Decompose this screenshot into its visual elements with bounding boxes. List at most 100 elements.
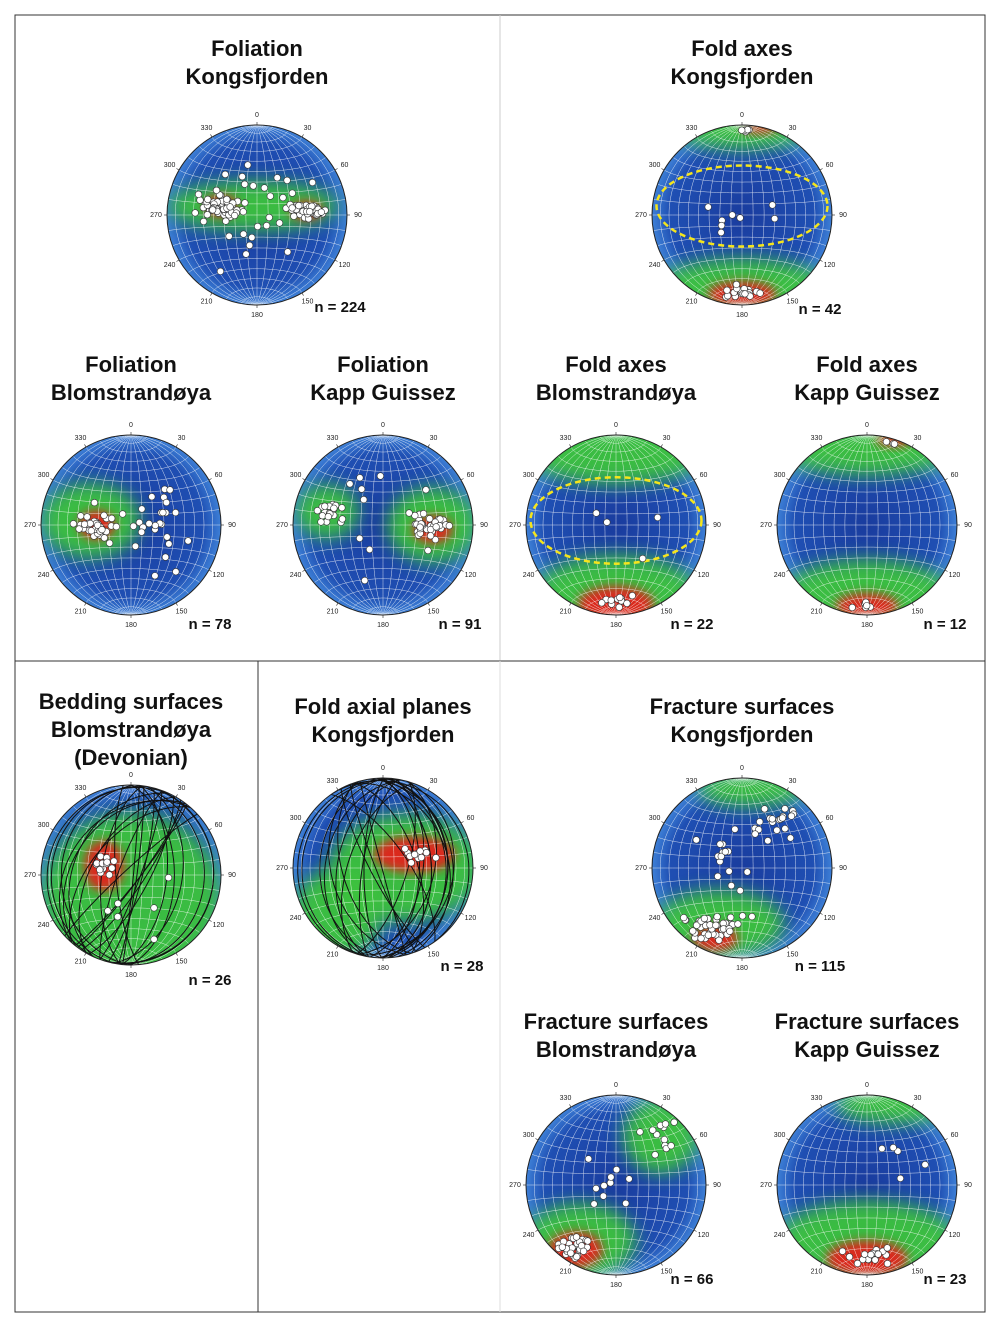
plane-trace xyxy=(331,793,436,942)
small-circle xyxy=(42,509,220,515)
pole xyxy=(732,280,741,289)
pole xyxy=(625,1175,633,1183)
small-circle xyxy=(821,1248,913,1264)
small-circle xyxy=(241,296,273,304)
pole xyxy=(361,576,369,585)
small-circle xyxy=(663,247,821,261)
pole xyxy=(738,126,746,134)
stereonet: 0 30 60 90 120 150 180 210 240 270 300 330 xyxy=(760,1082,972,1289)
small-circle xyxy=(710,940,774,953)
azimuth-label: 90 xyxy=(354,212,362,219)
pole xyxy=(360,495,368,504)
azimuth-label: 180 xyxy=(736,312,748,319)
plane-trace xyxy=(88,795,174,955)
small-circle xyxy=(61,816,201,832)
small-circle xyxy=(672,156,812,172)
azimuth-label: 270 xyxy=(760,522,772,529)
azimuth-label: 90 xyxy=(713,1182,721,1189)
azimuth-label: 240 xyxy=(290,915,302,922)
small-circle xyxy=(546,1126,686,1142)
pole xyxy=(716,840,724,848)
azimuth-tick xyxy=(911,1104,914,1108)
pole xyxy=(889,1143,897,1152)
panel-title: Blomstrandøya xyxy=(51,717,212,742)
pole xyxy=(738,912,747,920)
poles xyxy=(554,1118,678,1262)
pole xyxy=(83,513,91,521)
small-circle xyxy=(778,1169,956,1175)
azimuth-tick xyxy=(50,828,54,831)
small-circle xyxy=(696,278,788,294)
pole xyxy=(756,289,764,297)
azimuth-label: 300 xyxy=(774,1132,786,1139)
azimuth-label: 120 xyxy=(213,922,225,929)
plane-trace xyxy=(114,785,140,965)
pole xyxy=(308,178,317,187)
plane-trace xyxy=(50,785,148,964)
azimuth-tick xyxy=(175,444,178,448)
stereonet: 0 30 60 90 120 150 180 210 240 270 300 330 xyxy=(24,772,236,979)
azimuth-label: 60 xyxy=(215,472,223,479)
azimuth-tick xyxy=(208,919,212,922)
small-circle xyxy=(99,440,163,453)
net-grid xyxy=(652,125,832,305)
azimuth-tick xyxy=(820,1262,823,1266)
small-circle xyxy=(808,455,926,472)
pole xyxy=(266,192,274,200)
azimuth-tick xyxy=(786,1229,790,1232)
azimuth-label: 240 xyxy=(649,915,661,922)
panel-title: Fold axial planes xyxy=(294,694,471,719)
pole xyxy=(356,474,364,482)
azimuth-label: 270 xyxy=(276,865,288,872)
azimuth-label: 150 xyxy=(302,298,314,305)
pole xyxy=(883,1259,892,1268)
pole xyxy=(726,927,734,935)
azimuth-tick xyxy=(301,292,304,296)
small-circle xyxy=(351,597,415,610)
azimuth-tick xyxy=(208,569,212,572)
small-circle xyxy=(546,1228,686,1244)
azimuth-tick xyxy=(660,602,663,606)
azimuth-tick xyxy=(302,569,306,572)
pole xyxy=(279,194,287,202)
pole xyxy=(165,540,173,548)
plane-trace xyxy=(377,778,433,958)
azimuth-label: 120 xyxy=(339,262,351,269)
azimuth-tick xyxy=(786,787,789,791)
azimuth-label: 180 xyxy=(251,312,263,319)
panel-title: Fold axes xyxy=(565,352,666,377)
pole xyxy=(254,222,262,231)
pole xyxy=(712,921,720,929)
pole xyxy=(263,222,271,230)
small-circle xyxy=(527,1195,705,1201)
azimuth-tick xyxy=(302,912,306,915)
azimuth-label: 300 xyxy=(649,815,661,822)
small-circle xyxy=(211,278,303,294)
azimuth-label: 90 xyxy=(228,872,236,879)
pole xyxy=(700,914,708,923)
azimuth-label: 0 xyxy=(740,765,744,772)
azimuth-tick xyxy=(210,292,213,296)
pole xyxy=(265,213,273,222)
net-grid xyxy=(526,435,706,615)
azimuth-label: 120 xyxy=(465,572,477,579)
small-circle xyxy=(653,852,831,858)
pole xyxy=(736,887,744,895)
pole xyxy=(667,1142,675,1150)
pole xyxy=(689,927,697,935)
pole xyxy=(717,221,726,230)
azimuth-tick xyxy=(427,444,430,448)
azimuth-label: 180 xyxy=(377,965,389,972)
azimuth-tick xyxy=(693,1229,697,1232)
pole xyxy=(338,504,346,512)
plane-trace xyxy=(358,778,398,958)
plane-trace xyxy=(117,785,145,965)
small-circle xyxy=(557,455,675,472)
azimuth-tick xyxy=(334,259,338,262)
pole xyxy=(114,899,122,908)
pole xyxy=(599,1192,607,1200)
pole xyxy=(401,845,409,853)
small-circle xyxy=(657,183,827,194)
panel-title: Fracture surfaces xyxy=(650,694,835,719)
small-circle xyxy=(600,1266,632,1274)
